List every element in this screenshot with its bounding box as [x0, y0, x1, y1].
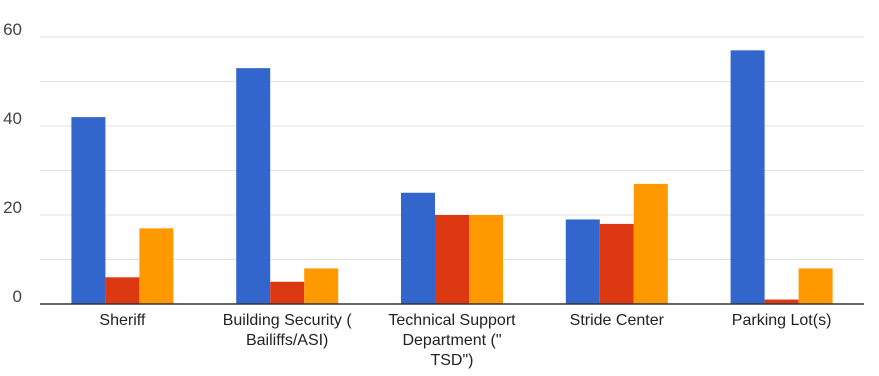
x-tick-label: Stride Center — [570, 312, 665, 329]
x-tick-label: Technical Support Department (" TSD") — [388, 312, 516, 369]
x-tick-label: Sheriff — [99, 312, 146, 329]
y-tick-label: 60 — [3, 20, 22, 39]
y-axis: 0 20 40 60 — [3, 20, 22, 306]
bars — [71, 50, 833, 305]
bar-series1-4 — [730, 50, 765, 304]
bar-series3-0 — [139, 228, 174, 304]
gridlines — [40, 36, 864, 260]
bar-series3-1 — [304, 268, 339, 304]
bar-series2-0 — [105, 277, 140, 304]
bar-series1-2 — [401, 192, 435, 304]
y-tick-label: 40 — [3, 109, 22, 128]
bar-series2-3 — [599, 223, 634, 304]
bar-series3-4 — [798, 268, 833, 304]
x-tick-label: Parking Lot(s) — [732, 312, 832, 329]
x-axis: Sheriff Building Security (Bailiffs/ASI) T… — [99, 312, 831, 369]
y-tick-label: 0 — [13, 287, 22, 306]
bar-series1-0 — [71, 117, 106, 304]
bar-series2-4 — [764, 299, 799, 304]
bar-series2-1 — [270, 281, 305, 304]
bar-series1-3 — [565, 219, 600, 304]
y-tick-label: 20 — [3, 198, 22, 217]
x-tick-label: Building Security (Bailiffs/ASI) — [223, 312, 353, 349]
bar-series3-2 — [469, 215, 503, 304]
bar-series2-2 — [435, 215, 469, 304]
bar-series3-3 — [633, 183, 668, 304]
bar-series1-1 — [236, 68, 271, 305]
